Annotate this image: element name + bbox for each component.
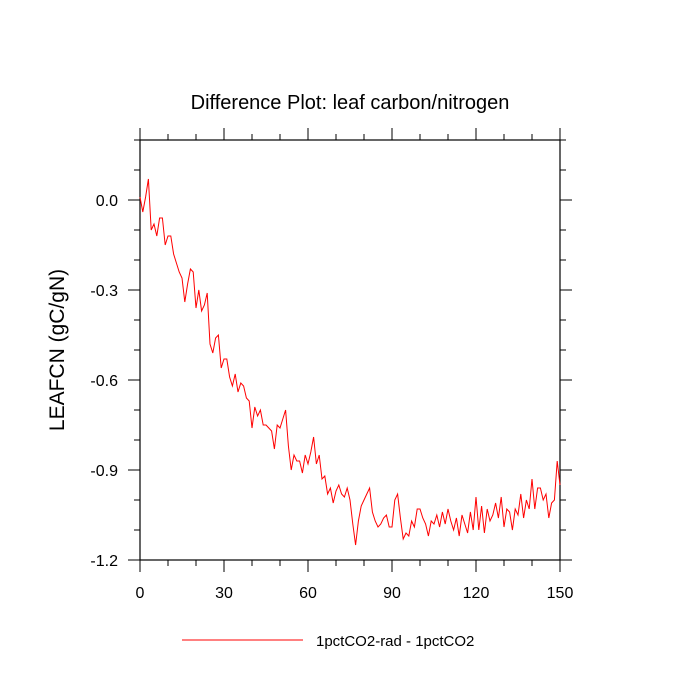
x-tick-label: 60	[299, 585, 317, 602]
series-line	[139, 178, 561, 546]
x-tick-label: 150	[547, 585, 574, 602]
y-tick-label: -0.6	[90, 373, 118, 390]
x-tick-label: 30	[215, 585, 233, 602]
chart-title: Difference Plot: leaf carbon/nitrogen	[191, 92, 510, 114]
x-tick-label: 0	[136, 585, 145, 602]
y-tick-label: -0.3	[90, 283, 118, 300]
plot-frame	[139, 139, 561, 561]
y-tick-label: -1.2	[90, 553, 118, 570]
y-axis-label: LEAFCN (gC/gN)	[46, 269, 69, 431]
x-tick-label: 120	[463, 585, 490, 602]
axis-tick-labels: 0 30 60 90 120 150 0.0 -0.3 -0.6 -0.9 -1.2	[90, 193, 573, 602]
x-tick-label: 90	[383, 585, 401, 602]
y-tick-label: 0.0	[96, 193, 118, 210]
y-tick-label: -0.9	[90, 463, 118, 480]
legend-label: 1pctCO2-rad - 1pctCO2	[316, 633, 474, 650]
axis-ticks	[128, 128, 572, 572]
